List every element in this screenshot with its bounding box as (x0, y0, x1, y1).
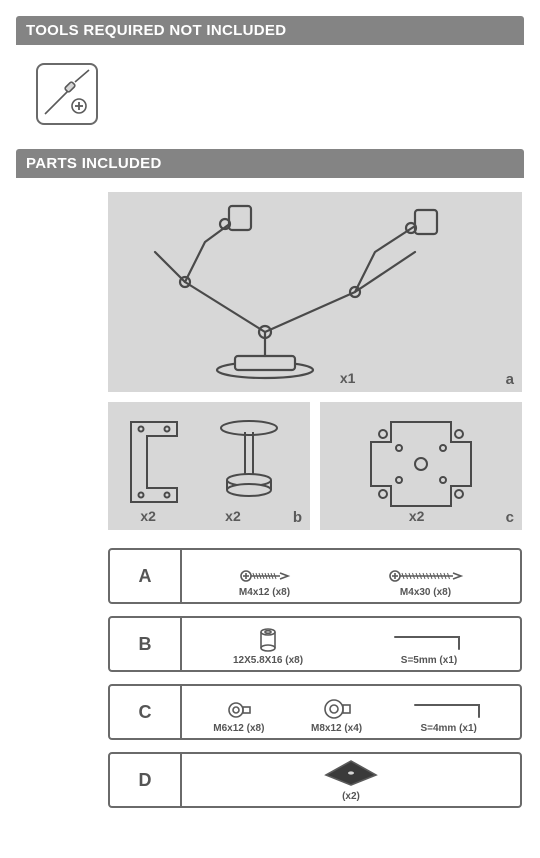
spacer-icon (258, 627, 278, 653)
allen-key-icon (389, 631, 469, 653)
hardware-items: (x2) (182, 754, 520, 806)
hardware-items: M4x12 (x8) M4x30 (x8) (182, 550, 520, 602)
monitor-arm-icon (108, 192, 522, 392)
part-b-qty2: x2 (225, 508, 241, 524)
hardware-item-label: M4x30 (x8) (400, 587, 451, 598)
hardware-item: S=4mm (x1) (409, 699, 489, 734)
hardware-table: A M4x12 (x8) M4x30 (x8) B 12X5.8X16 (x8) S=5m… (108, 548, 522, 808)
hardware-item-label: 12X5.8X16 (x8) (233, 655, 303, 666)
part-panel-b: x2 x2 b (108, 402, 310, 530)
hardware-item: S=5mm (x1) (389, 631, 469, 666)
section-header-tools: TOOLS REQUIRED NOT INCLUDED (16, 16, 524, 45)
hardware-item-label: M8x12 (x4) (311, 723, 362, 734)
part-panel-a: x1 a (108, 192, 522, 392)
hardware-letter: C (110, 686, 182, 738)
hardware-item: M6x12 (x8) (213, 699, 264, 734)
part-panel-c: x2 c (320, 402, 522, 530)
hardware-letter: D (110, 754, 182, 806)
hardware-item-label: M4x12 (x8) (239, 587, 290, 598)
hardware-row: D (x2) (108, 752, 522, 808)
bolt-large-icon (322, 697, 352, 721)
screw-long-icon (387, 567, 465, 585)
hardware-items: 12X5.8X16 (x8) S=5mm (x1) (182, 618, 520, 670)
tool-screwdriver-box (36, 63, 98, 125)
pad-icon (316, 753, 386, 789)
hardware-item: M4x30 (x8) (387, 567, 465, 598)
hardware-row: A M4x12 (x8) M4x30 (x8) (108, 548, 522, 604)
part-a-label: a (506, 371, 514, 388)
part-b-qty1: x2 (140, 508, 156, 524)
hardware-item: (x2) (316, 753, 386, 802)
part-a-qty: x1 (340, 370, 356, 386)
allen-key-icon (409, 699, 489, 721)
hardware-item-label: (x2) (342, 791, 360, 802)
hardware-letter: B (110, 618, 182, 670)
hardware-item-label: M6x12 (x8) (213, 723, 264, 734)
hardware-item: 12X5.8X16 (x8) (233, 627, 303, 666)
part-c-qty: x2 (409, 508, 425, 524)
hardware-item: M4x12 (x8) (238, 567, 292, 598)
hardware-items: M6x12 (x8) M8x12 (x4) S=4mm (x1) (182, 686, 520, 738)
screwdriver-icon (39, 66, 95, 122)
part-b-label: b (293, 509, 302, 526)
hardware-item-label: S=5mm (x1) (401, 655, 457, 666)
section-header-parts: PARTS INCLUDED (16, 149, 524, 178)
hardware-item: M8x12 (x4) (311, 697, 362, 734)
hardware-row: B 12X5.8X16 (x8) S=5mm (x1) (108, 616, 522, 672)
bolt-small-icon (226, 699, 252, 721)
hardware-row: C M6x12 (x8) M8x12 (x4) S=4mm (x1) (108, 684, 522, 740)
clamp-grommet-icon (108, 402, 310, 530)
hardware-item-label: S=4mm (x1) (420, 723, 476, 734)
hardware-letter: A (110, 550, 182, 602)
screw-short-icon (238, 567, 292, 585)
part-c-label: c (506, 509, 514, 526)
